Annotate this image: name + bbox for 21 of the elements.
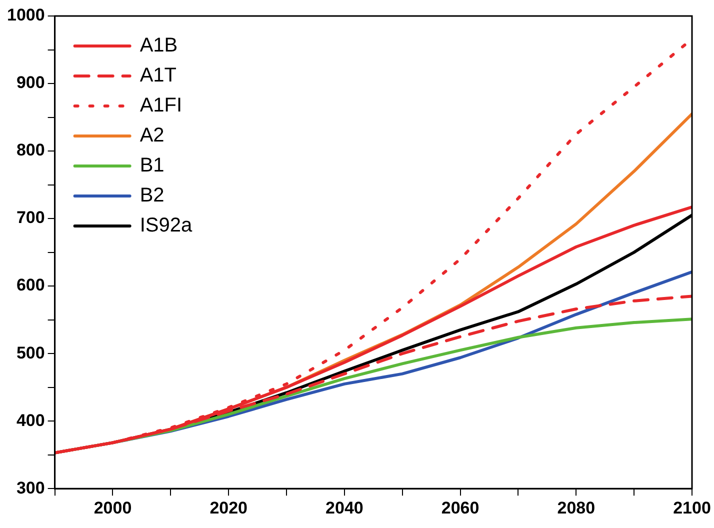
legend-label: IS92a: [140, 214, 193, 237]
legend-label: B1: [140, 154, 164, 177]
y-tick-label: 500: [16, 343, 45, 362]
y-tick-label: 400: [16, 410, 45, 430]
y-tick-label: 800: [16, 140, 45, 160]
legend-label: A2: [140, 124, 164, 147]
x-tick-label: 2100: [673, 498, 711, 518]
x-tick-label: 2080: [557, 498, 596, 518]
x-tick-label: 2000: [94, 498, 132, 518]
legend-label: A1T: [140, 64, 177, 87]
y-tick-label: 900: [16, 73, 45, 92]
legend-label: A1FI: [140, 94, 182, 117]
x-tick-label: 2040: [326, 498, 364, 518]
x-tick-label: 2060: [441, 498, 480, 518]
x-tick-label: 2020: [210, 498, 248, 518]
legend-label: A1B: [140, 34, 178, 57]
y-tick-label: 1000: [6, 6, 45, 25]
y-tick-label: 300: [16, 478, 45, 498]
y-tick-label: 700: [16, 208, 45, 228]
y-tick-label: 600: [16, 276, 45, 295]
legend-label: B2: [140, 184, 164, 207]
